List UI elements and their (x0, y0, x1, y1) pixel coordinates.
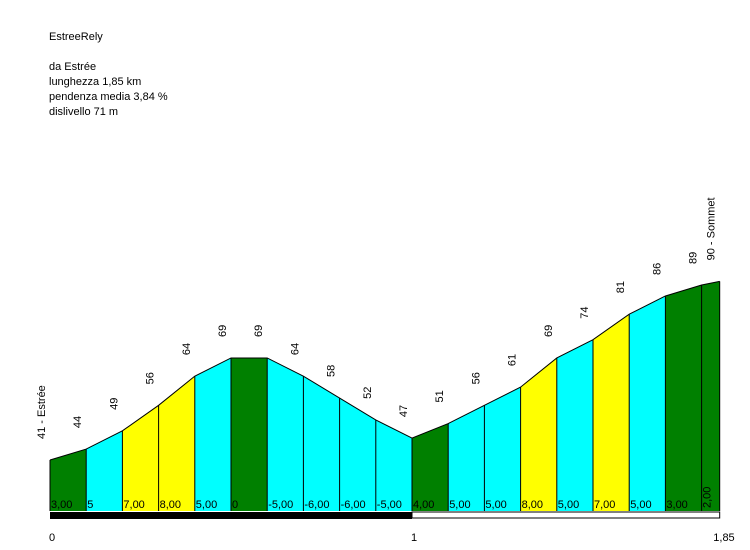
x-tick-label: 0 (49, 532, 55, 544)
profile-segment (556, 339, 593, 511)
profile-segment (412, 423, 449, 511)
gradient-label: -5,00 (268, 499, 293, 511)
profile-segment (701, 281, 720, 511)
x-tick-label: 1 (411, 532, 417, 544)
altitude-label: 69 (543, 325, 555, 337)
altitude-label: 81 (615, 281, 627, 293)
gradient-label: 5,00 (558, 499, 579, 511)
altitude-label: 47 (398, 405, 410, 417)
gradient-label: 3,00 (666, 499, 687, 511)
altitude-label: 44 (72, 416, 84, 428)
gradient-label: -5,00 (377, 499, 402, 511)
gradient-label: 7,00 (123, 499, 144, 511)
profile-title: EstreeRely (49, 31, 103, 43)
altitude-label: 61 (507, 354, 519, 366)
gradient-label: 5,00 (630, 499, 651, 511)
profile-segment (665, 285, 702, 511)
gradient-label: 5 (87, 499, 93, 511)
profile-segment (629, 295, 666, 511)
altitude-label: 56 (470, 372, 482, 384)
profile-segment (267, 357, 304, 511)
gradient-label: 0 (232, 499, 238, 511)
gradient-label: 4,00 (413, 499, 434, 511)
profile-length: lunghezza 1,85 km (49, 76, 142, 88)
profile-segment (303, 376, 340, 511)
gradient-label: -6,00 (304, 499, 329, 511)
profile-segment (484, 387, 521, 511)
altitude-label: 58 (326, 365, 338, 377)
distance-bar-km-2 (411, 511, 721, 519)
profile-segment (158, 376, 195, 511)
gradient-label: 5,00 (485, 499, 506, 511)
x-tick-label: 1,85 (713, 532, 734, 544)
gradient-label: 7,00 (594, 499, 615, 511)
profile-origin: da Estrée (49, 61, 97, 73)
profile-segment (375, 419, 412, 511)
altitude-label: 86 (651, 263, 663, 275)
profile-segment (50, 449, 87, 511)
profile-segment (86, 430, 123, 511)
profile-segment (231, 357, 268, 511)
profile-segment (520, 357, 557, 511)
profile-outline (49, 280, 720, 461)
gradient-label: 5,00 (449, 499, 470, 511)
profile-segment (194, 357, 231, 511)
profile-elevation-gain: dislivello 71 m (49, 106, 119, 118)
gradient-label: 8,00 (160, 499, 181, 511)
altitude-label: 90 - Sommet (706, 197, 718, 260)
altitude-label: 64 (289, 343, 301, 355)
altitude-label: 51 (434, 390, 446, 402)
profile-segment (122, 405, 159, 511)
gradient-label: 8,00 (522, 499, 543, 511)
profile-avg-gradient: pendenza media 3,84 % (49, 91, 168, 103)
altitude-label: 41 - Estrée (36, 385, 48, 439)
gradient-label: 2,00 (702, 487, 714, 508)
profile-segment (448, 405, 485, 511)
gradient-label: -6,00 (341, 499, 366, 511)
gradient-label: 3,00 (51, 499, 72, 511)
profile-segment (593, 314, 630, 511)
altitude-label: 69 (253, 325, 265, 337)
distance-bar-km-1 (50, 512, 412, 519)
altitude-label: 49 (108, 398, 120, 410)
profile-segment (339, 398, 376, 511)
gradient-label: 5,00 (196, 499, 217, 511)
altitude-label: 89 (688, 252, 700, 264)
altitude-label: 69 (217, 325, 229, 337)
profile-info: EstreeRely da Estrée lunghezza 1,85 km p… (49, 30, 168, 120)
altitude-label: 64 (181, 343, 193, 355)
altitude-label: 52 (362, 387, 374, 399)
altitude-label: 74 (579, 306, 591, 318)
altitude-label: 56 (145, 372, 157, 384)
